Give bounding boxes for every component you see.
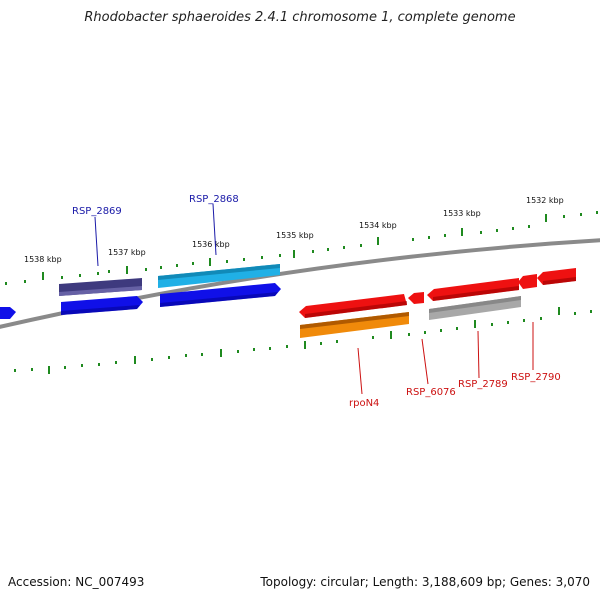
scale-label: 1535 kbp [276,231,314,240]
gene-label-rsp2868[interactable]: RSP_2868 [189,194,239,205]
accession-text: Accession: NC_007493 [8,575,145,589]
gene-blue-left-edge[interactable] [0,307,16,319]
gene-label-rsp2869[interactable]: RSP_2869 [72,206,122,217]
forward-genes [0,264,281,319]
gene-label-rsp2790[interactable]: RSP_2790 [511,372,561,383]
gene-blue-1[interactable] [61,296,143,315]
gene-label-rsp2789[interactable]: RSP_2789 [458,379,508,390]
gene-grey[interactable] [429,296,521,320]
gene-red-small[interactable] [408,292,424,304]
gene-blue-2[interactable] [160,283,281,307]
gene-rsp2790-red[interactable] [537,268,576,285]
gene-rsp2868[interactable] [158,264,280,288]
upper-tick-ring [5,211,598,285]
map-title: Rhodobacter sphaeroides 2.4.1 chromosome… [84,10,516,25]
label-leaders [94,203,534,395]
scale-label: 1532 kbp [526,196,564,205]
gene-red-tiny[interactable] [518,274,537,289]
upper-kbp-ticks [42,214,547,280]
gene-label-rsp6076[interactable]: RSP_6076 [406,387,456,398]
lower-tick-ring [14,310,592,372]
lower-kbp-ticks [48,307,560,374]
scale-label: 1537 kbp [108,248,146,257]
gene-rsp6076-red[interactable] [427,278,519,301]
gene-label-rpon4[interactable]: rpoN4 [349,398,379,409]
scale-label: 1534 kbp [359,221,397,230]
scale-label: 1536 kbp [192,240,230,249]
reverse-genes [299,268,576,338]
scale-label: 1538 kbp [24,255,62,264]
gene-rsp2869[interactable] [59,278,142,296]
scale-label: 1533 kbp [443,209,481,218]
gene-rpon4-red[interactable] [299,294,407,318]
gene-orange[interactable] [300,312,409,338]
genome-summary-text: Topology: circular; Length: 3,188,609 bp… [260,575,590,589]
